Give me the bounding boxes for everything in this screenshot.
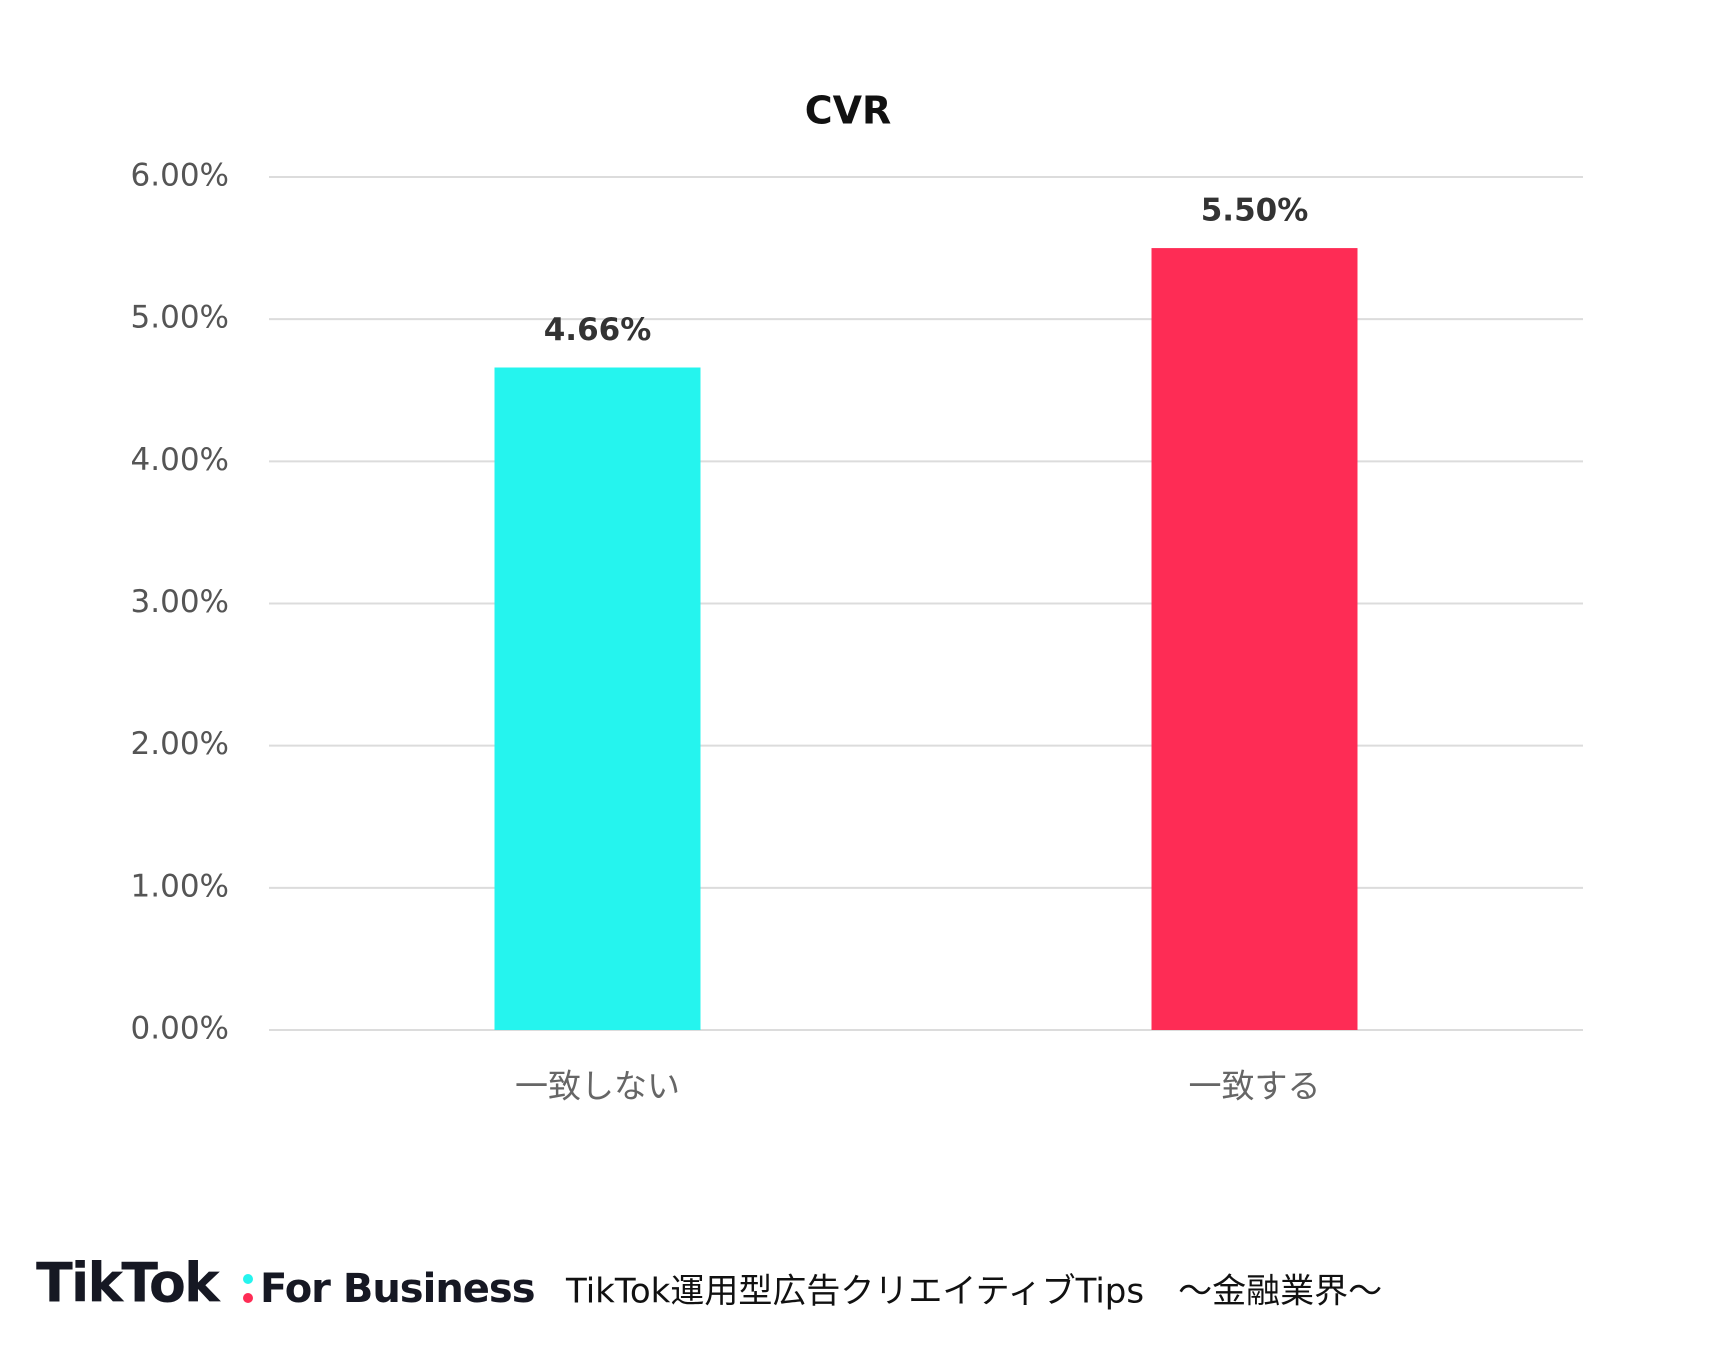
y-tick-label: 5.00% bbox=[131, 300, 229, 336]
logo: TikTok bbox=[36, 1252, 221, 1315]
y-tick-label: 6.00% bbox=[131, 158, 229, 194]
logo-dot bbox=[243, 1293, 253, 1303]
y-tick-label: 0.00% bbox=[131, 1011, 229, 1047]
bar bbox=[1151, 248, 1358, 1031]
x-tick-label: 一致しない bbox=[515, 1067, 680, 1106]
x-tick-label: 一致する bbox=[1189, 1067, 1321, 1106]
logo-dot bbox=[243, 1274, 253, 1284]
value-label: 5.50% bbox=[1201, 193, 1309, 229]
chart-title: CVR bbox=[805, 89, 892, 133]
y-tick-label: 4.00% bbox=[131, 442, 229, 478]
logo-sub: For Business bbox=[260, 1266, 535, 1312]
y-tick-label: 1.00% bbox=[131, 868, 229, 904]
y-tick-label: 2.00% bbox=[131, 726, 229, 762]
bar bbox=[494, 367, 701, 1031]
value-label: 4.66% bbox=[544, 312, 652, 348]
caption: TikTok運用型広告クリエイティブTips ～金融業界～ bbox=[565, 1272, 1382, 1312]
y-tick-label: 3.00% bbox=[131, 584, 229, 620]
